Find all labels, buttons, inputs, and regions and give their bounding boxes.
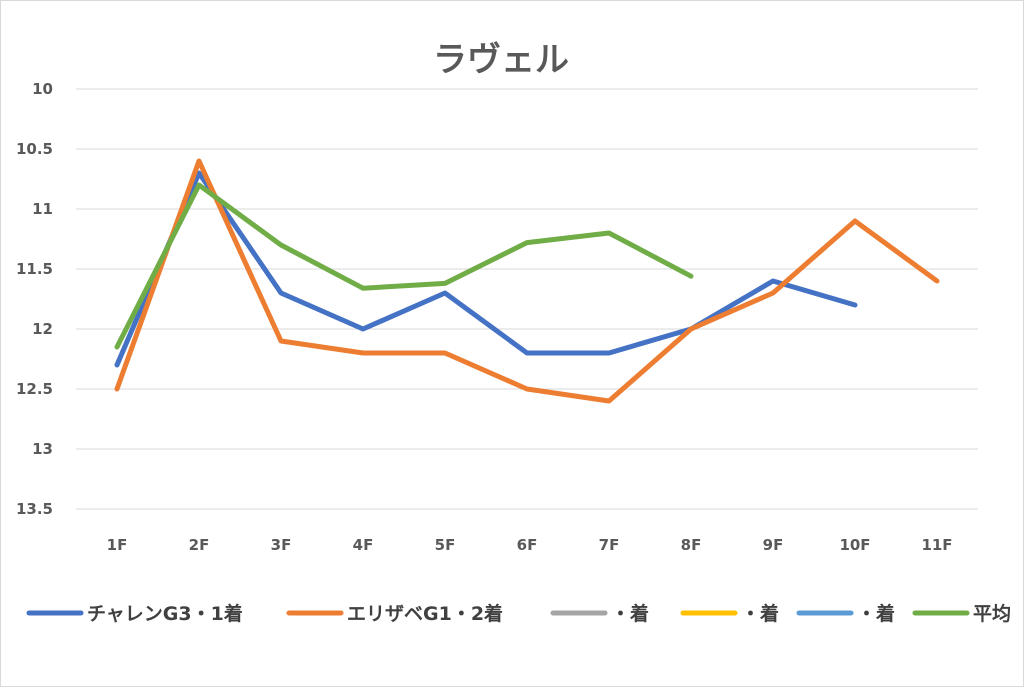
y-tick-label: 12.5	[16, 380, 53, 398]
legend-label: ・着	[741, 602, 779, 625]
legend: チャレンG3・1着 エリザベG1・2着 ・着 ・着 ・着 平均	[26, 602, 1011, 625]
y-tick-label: 11	[32, 200, 53, 218]
y-tick-label: 10	[32, 80, 53, 98]
y-tick-label: 13	[32, 440, 53, 458]
series-line-1	[114, 158, 940, 404]
y-tick-label: 12	[32, 320, 53, 338]
x-tick-label: 8F	[681, 536, 702, 554]
x-tick-label: 5F	[435, 536, 456, 554]
legend-label: 平均	[973, 602, 1011, 625]
y-tick-label: 10.5	[16, 140, 53, 158]
legend-label: ・着	[611, 602, 649, 625]
chart-title: ラヴェル	[433, 40, 569, 80]
x-axis-tick-labels: 1F 2F 3F 4F 5F 6F 7F 8F 9F 10F 11F	[107, 536, 953, 554]
series-line-0	[114, 170, 858, 368]
y-tick-label: 13.5	[16, 500, 53, 518]
x-tick-label: 10F	[839, 536, 870, 554]
series-line-5	[114, 182, 694, 350]
x-tick-label: 7F	[599, 536, 620, 554]
y-tick-label: 11.5	[16, 260, 53, 278]
x-tick-label: 1F	[107, 536, 128, 554]
x-tick-label: 6F	[517, 536, 538, 554]
x-tick-label: 9F	[763, 536, 784, 554]
y-axis-tick-labels: 10 10.5 11 11.5 12 12.5 13 13.5	[16, 80, 53, 518]
x-tick-label: 3F	[271, 536, 292, 554]
series-lines	[114, 158, 940, 404]
legend-label: チャレンG3・1着	[87, 602, 243, 625]
x-tick-label: 11F	[921, 536, 952, 554]
x-tick-label: 4F	[353, 536, 374, 554]
legend-label: ・着	[857, 602, 895, 625]
x-tick-label: 2F	[189, 536, 210, 554]
legend-label: エリザベG1・2着	[347, 602, 503, 625]
